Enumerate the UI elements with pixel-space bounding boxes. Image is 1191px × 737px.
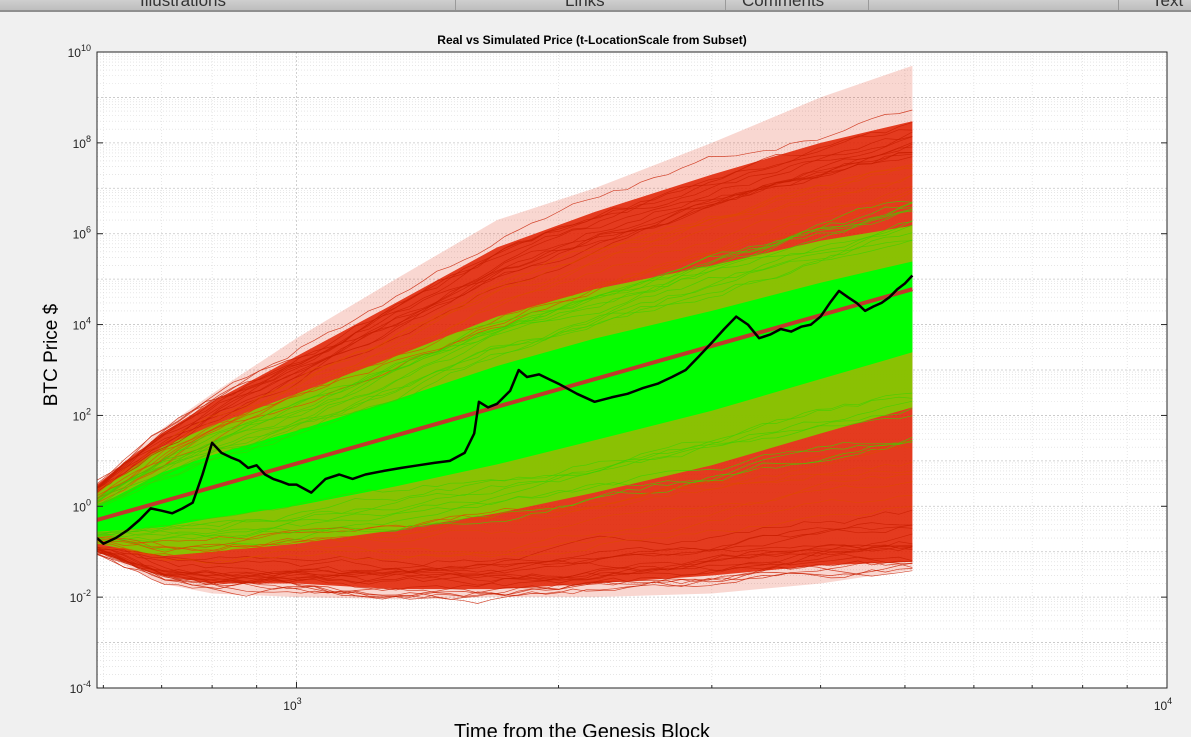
y-axis-label: BTC Price $ (41, 303, 62, 406)
simulated-path-line (97, 407, 913, 537)
simulated-path-line (97, 165, 913, 494)
y-tick-label: 102 (73, 406, 91, 423)
tab-text[interactable]: Text (1152, 0, 1184, 10)
simulated-path-line (97, 174, 913, 492)
simulated-path-line (97, 240, 913, 508)
price-chart: 10-4 10-2 100 102 104 106 108 1010 103 104 Real v… (41, 33, 1173, 737)
simulated-path-line (97, 232, 913, 505)
simulated-path-line (97, 156, 913, 490)
y-tick-label: 100 (73, 497, 91, 514)
simulated-path-line (97, 554, 913, 604)
simulated-path-line (97, 136, 913, 489)
simulated-path-line (97, 533, 913, 584)
simulated-path-line (97, 509, 913, 566)
simulated-path-line (97, 208, 913, 499)
simulated-path-line (97, 224, 913, 510)
simulated-path-line (97, 436, 913, 543)
simulated-path-line (97, 506, 913, 564)
simulated-path-line (97, 189, 913, 499)
simulated-path-line (97, 191, 913, 500)
x-axis-label: Time from the Genesis Block (454, 721, 711, 737)
tab-comments[interactable]: Comments (742, 0, 825, 10)
simulated-path-line (97, 544, 913, 584)
simulated-path-line (97, 396, 913, 533)
y-tick-label: 10-4 (70, 679, 91, 696)
simulated-path-line (97, 201, 913, 501)
trend-line (97, 287, 913, 522)
x-tick-label: 104 (1154, 696, 1172, 713)
y-tick-label: 1010 (68, 43, 91, 60)
simulated-path-line (97, 551, 913, 594)
y-tick-label: 104 (73, 316, 91, 333)
simulated-path-line (97, 392, 913, 537)
simulated-path-line (97, 522, 913, 577)
simulated-path-line (97, 153, 913, 489)
simulated-path-line (97, 164, 913, 490)
simulated-path-line (97, 185, 913, 504)
top-toolbar: Illustrations Links Comments Text (0, 0, 1191, 12)
simulated-path-line (97, 544, 913, 579)
simulated-path-line (97, 551, 913, 598)
simulated-path-line (97, 548, 913, 597)
simulated-path-line (97, 201, 913, 502)
y-tick-label: 106 (73, 225, 91, 242)
simulated-path-line (97, 135, 913, 490)
simulated-path-line (97, 461, 913, 550)
simulated-path-line (97, 220, 913, 507)
simulated-path-line (97, 441, 913, 544)
simulated-path-line (97, 167, 913, 497)
simulated-path-line (97, 545, 913, 582)
tab-divider (725, 0, 726, 10)
series-layer (97, 274, 914, 545)
simulated-path-line (97, 440, 913, 551)
tab-divider (868, 0, 869, 10)
plot-frame (96, 51, 1168, 689)
simulated-path-line (97, 481, 913, 564)
simulated-path-line (97, 553, 913, 597)
simulated-path-line (97, 122, 913, 485)
x-tick-label: 103 (283, 696, 301, 713)
simulated-path-line (97, 142, 913, 488)
simulated-path-line (97, 129, 913, 490)
tab-links[interactable]: Links (565, 0, 605, 10)
chart-figure: 10-4 10-2 100 102 104 106 108 1010 103 104 Real v… (0, 12, 1191, 737)
chart-title: Real vs Simulated Price (t-LocationScale… (437, 33, 746, 47)
simulated-path-line (97, 109, 913, 481)
simulated-path-line (97, 415, 913, 538)
simulated-path-line (97, 239, 913, 505)
tab-illustrations[interactable]: Illustrations (140, 0, 226, 10)
simulated-path-line (97, 495, 913, 557)
simulated-path-line (97, 439, 913, 541)
simulated-path-line (97, 221, 913, 508)
tab-divider (455, 0, 456, 10)
y-tick-label: 108 (73, 134, 91, 151)
real-price-line (97, 274, 914, 545)
simulated-path-line (97, 151, 913, 489)
simulated-path-line (97, 204, 913, 502)
simulated-path-line (97, 473, 913, 551)
axis-ticks: 10-4 10-2 100 102 104 106 108 1010 103 104 (68, 43, 1173, 713)
simulated-path-line (97, 527, 913, 569)
major-grid (97, 52, 1167, 688)
simulated-path-line (97, 202, 913, 499)
tab-divider (1118, 0, 1119, 10)
y-tick-label: 10-2 (70, 588, 91, 605)
simulated-path-line (97, 400, 913, 536)
simulated-path-line (97, 546, 913, 585)
simulated-path-line (97, 131, 913, 489)
